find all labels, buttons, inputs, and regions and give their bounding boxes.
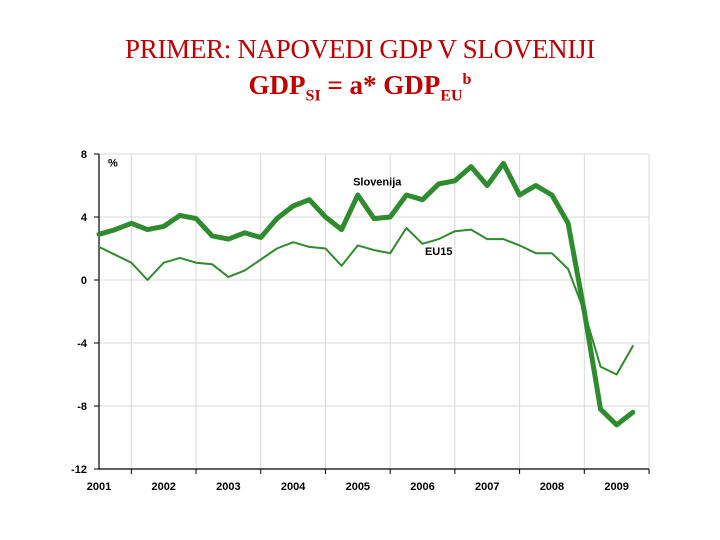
x-tick-label: 2006 [410, 481, 434, 493]
formula-sub-si: SI [305, 87, 321, 105]
formula-sub-eu: EU [440, 87, 463, 105]
y-tick-label: 0 [81, 275, 87, 287]
chart-formula: GDPSI = a* GDPEUb [0, 70, 720, 105]
y-unit-label: % [108, 158, 118, 170]
x-tick-label: 2008 [540, 481, 564, 493]
series-line-eu15 [98, 227, 634, 376]
series-group [96, 160, 636, 428]
x-tick-label: 2009 [604, 481, 628, 493]
x-tick-label: 2004 [281, 481, 306, 493]
x-tick-label: 2002 [151, 481, 175, 493]
formula-mid: = a* GDP [320, 70, 441, 100]
x-tick-label: 2003 [216, 481, 240, 493]
y-tick-label: -12 [71, 464, 87, 476]
formula-gdp: GDP [248, 70, 306, 100]
series-label-slovenija: Slovenija [353, 177, 402, 189]
y-tick-label: -8 [77, 401, 87, 413]
chart-title: PRIMER: NAPOVEDI GDP V SLOVENIJI [125, 34, 595, 64]
axes [94, 153, 650, 474]
y-tick-label: 4 [81, 212, 88, 224]
x-tick-label: 2007 [475, 481, 499, 493]
y-tick-label: 8 [81, 149, 87, 161]
x-tick-label: 2001 [87, 481, 111, 493]
y-tick-label: -4 [77, 338, 88, 350]
formula-exponent: b [462, 71, 472, 88]
grid [99, 153, 650, 470]
x-tick-label: 2005 [346, 481, 370, 493]
series-line-slovenija [96, 160, 636, 428]
series-label-eu15: EU15 [425, 246, 453, 258]
